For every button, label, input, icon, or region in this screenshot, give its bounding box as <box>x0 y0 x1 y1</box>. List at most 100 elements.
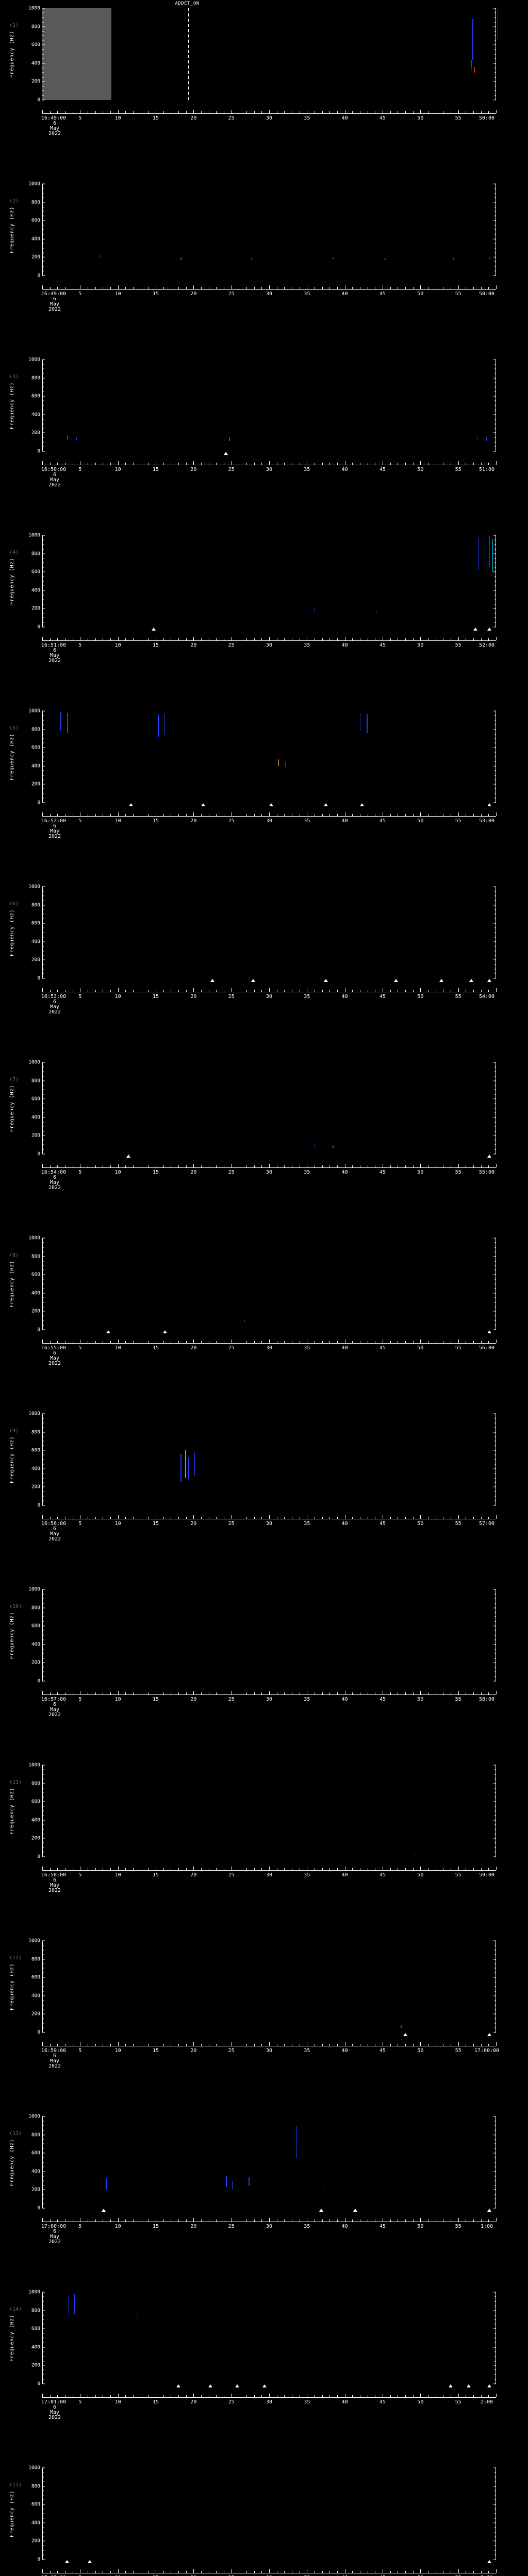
y-tick-mark <box>42 1838 45 1839</box>
x-tick-label: 55 <box>455 467 461 472</box>
x-axis-start-label: 16:49:00 <box>41 115 67 121</box>
x-tick-mark <box>420 2042 421 2046</box>
x-tick-mark <box>496 1340 497 1343</box>
x-tick-mark <box>178 1868 179 1870</box>
y-minor-tick <box>42 1824 44 1825</box>
y-tick-label: 1000 <box>28 2465 40 2471</box>
x-tick-mark <box>412 2395 414 2397</box>
y-tick-group: 400 <box>0 8 42 100</box>
y-tick-mark-right <box>493 1977 496 1978</box>
x-tick-mark <box>163 111 164 113</box>
x-tick-mark <box>163 2219 164 2222</box>
y-minor-tick-right <box>494 2356 496 2357</box>
x-tick-label: 35 <box>304 291 310 297</box>
event-triangle-marker <box>126 1155 131 1158</box>
y-tick-group: 400 <box>0 360 42 451</box>
y-tick-group: 600 <box>0 1238 42 1330</box>
x-tick-mark <box>473 1868 474 1870</box>
x-tick-mark <box>481 990 482 992</box>
y-minor-tick-right <box>494 1482 496 1483</box>
x-tick-label: 25 <box>228 115 235 121</box>
x-tick-mark <box>488 1517 489 1519</box>
x-axis-date-label: 6 May 2022 <box>48 823 61 839</box>
y-tick-label: 200 <box>31 2187 40 2193</box>
y-tick-mark <box>42 2310 45 2311</box>
x-tick-mark <box>261 1517 262 1519</box>
y-tick-label: 800 <box>31 1429 40 1435</box>
y-tick-group: 1000 <box>0 2114 42 2208</box>
x-tick-mark <box>133 814 134 816</box>
y-tick-label: 600 <box>31 920 40 926</box>
x-tick-mark <box>193 1340 194 1343</box>
y-tick-label: 200 <box>31 1484 40 1490</box>
event-triangle-marker <box>467 2384 471 2387</box>
y-minor-tick <box>42 1496 44 1497</box>
event-triangle-marker <box>487 2560 491 2563</box>
y-tick-group: 0 <box>0 1414 42 1509</box>
y-minor-tick-right <box>494 1792 496 1793</box>
panel-number: (4) <box>9 550 19 555</box>
y-minor-tick-right <box>494 1265 496 1266</box>
x-tick-mark <box>42 988 43 992</box>
x-tick-mark <box>420 461 421 465</box>
detection-mark <box>232 2180 233 2190</box>
x-tick-mark <box>133 1165 134 1167</box>
x-tick-mark <box>488 2395 489 2397</box>
x-tick-label: 30 <box>266 1345 273 1351</box>
x-tick-label: 25 <box>228 1521 235 1527</box>
y-minor-tick <box>42 544 44 545</box>
x-tick-mark <box>193 812 194 816</box>
y-minor-tick <box>42 1071 44 1072</box>
y-minor-tick <box>42 1085 44 1086</box>
panel-number: (9) <box>9 1428 19 1434</box>
x-axis-date-label: 6 May 2022 <box>48 648 61 664</box>
x-tick-mark <box>405 2571 406 2573</box>
x-tick-mark <box>405 1517 406 1519</box>
y-tick-label: 1000 <box>28 1938 40 1944</box>
x-tick-mark <box>473 463 474 465</box>
x-axis-start-label: 17:00:00 <box>41 2224 67 2229</box>
y-tick-label: 400 <box>31 236 40 242</box>
x-tick-mark <box>473 1341 474 1343</box>
x-tick-mark <box>254 1165 255 1167</box>
y-minor-tick-right <box>494 1066 496 1067</box>
panel-number: (13) <box>9 2131 22 2137</box>
x-tick-mark <box>110 1341 111 1343</box>
x-tick-mark <box>481 1692 482 1694</box>
x-tick-mark <box>496 461 497 465</box>
event-triangle-marker <box>469 979 473 982</box>
x-tick-mark <box>420 2218 421 2222</box>
y-tick-label: 600 <box>31 1974 40 1980</box>
x-tick-label: 50 <box>417 818 424 824</box>
y-tick-group: 400 <box>0 1238 42 1330</box>
y-minor-tick-right <box>494 793 496 794</box>
x-tick-mark <box>481 1341 482 1343</box>
y-minor-tick <box>42 1639 44 1640</box>
x-tick-mark <box>246 1341 247 1343</box>
x-tick-mark <box>110 1692 111 1694</box>
x-tick-mark <box>458 812 459 816</box>
y-tick-mark-right <box>493 1589 496 1590</box>
x-tick-mark <box>110 111 111 113</box>
y-tick-group: 200 <box>0 184 42 276</box>
x-tick-label: 30 <box>266 2575 272 2576</box>
y-tick-mark <box>42 1154 45 1155</box>
x-tick-label: 15 <box>152 1345 159 1351</box>
y-minor-tick <box>42 1320 44 1321</box>
y-tick-group: 600 <box>0 1062 42 1154</box>
y-minor-tick-right <box>494 752 496 753</box>
x-tick-mark <box>473 2571 474 2573</box>
y-minor-tick-right <box>494 2490 496 2491</box>
y-minor-tick <box>42 955 44 956</box>
y-tick-group: 600 <box>0 711 42 803</box>
x-tick-mark <box>201 463 202 465</box>
y-minor-tick-right <box>494 770 496 771</box>
panel-number: (6) <box>9 901 19 907</box>
x-tick-label: 55 <box>455 291 461 297</box>
x-tick-mark <box>50 1165 51 1167</box>
detection-mark <box>278 759 279 766</box>
detection-mark <box>492 539 493 572</box>
panel-number: (1) <box>9 23 19 28</box>
x-tick-mark <box>186 2219 187 2222</box>
detection-mark <box>188 1458 189 1480</box>
